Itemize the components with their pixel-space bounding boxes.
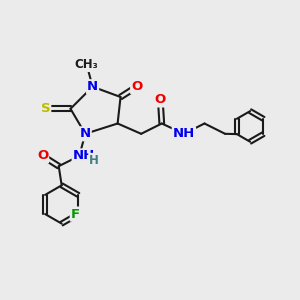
- Text: N: N: [87, 80, 98, 93]
- Text: F: F: [71, 208, 80, 220]
- Text: N: N: [80, 127, 91, 140]
- Text: S: S: [41, 102, 50, 115]
- Text: CH₃: CH₃: [75, 58, 99, 71]
- Text: NH: NH: [173, 127, 195, 140]
- Text: H: H: [89, 154, 99, 167]
- Text: O: O: [37, 149, 48, 162]
- Text: NH: NH: [73, 149, 95, 162]
- Text: O: O: [131, 80, 142, 93]
- Text: O: O: [155, 93, 166, 106]
